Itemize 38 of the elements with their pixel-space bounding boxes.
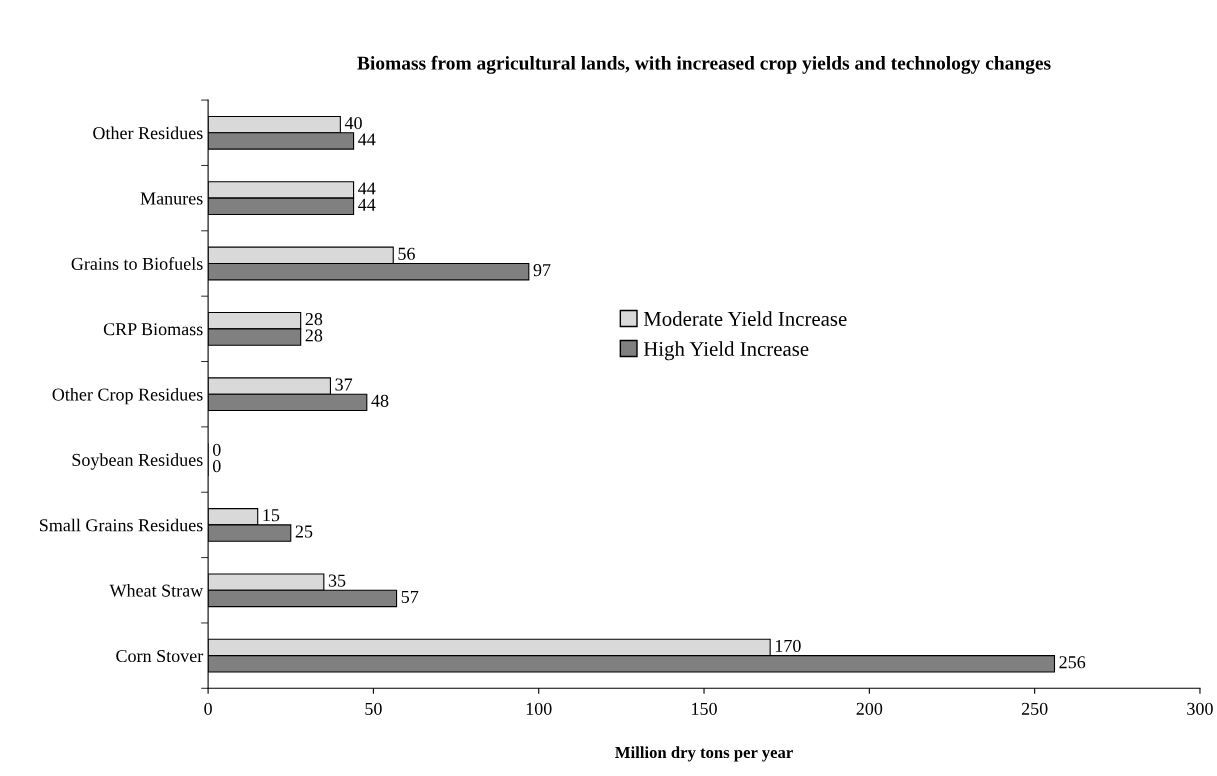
data-label: 40 — [344, 116, 362, 130]
chart-title: Biomass from agricultural lands, with increased crop yields and technology changes — [357, 55, 1051, 74]
data-label: 170 — [775, 639, 801, 652]
data-label: 28 — [305, 329, 323, 342]
y-tick-label: Manures — [140, 192, 203, 205]
x-tick-label: 250 — [1021, 702, 1048, 715]
data-label: 0 — [212, 460, 221, 473]
x-tick-label: 50 — [365, 702, 382, 715]
x-axis-title: Million dry tons per year — [615, 746, 793, 762]
data-label: 44 — [358, 133, 376, 146]
data-label: 44 — [358, 198, 376, 211]
data-label: 48 — [371, 394, 389, 407]
data-label: 57 — [401, 590, 419, 603]
legend-label: Moderate Yield Increase — [643, 311, 847, 326]
x-tick-label: 200 — [856, 702, 883, 715]
data-label: 56 — [398, 247, 415, 260]
data-label: 15 — [263, 509, 280, 522]
data-label: 35 — [328, 574, 346, 587]
y-tick-label: Wheat Straw — [109, 584, 204, 597]
data-label: 28 — [305, 313, 323, 326]
data-label: 0 — [212, 443, 221, 456]
x-tick-label: 100 — [526, 702, 552, 715]
legend-label: High Yield Increase — [643, 341, 809, 361]
data-label: 97 — [533, 264, 551, 277]
x-tick-label: 0 — [204, 702, 212, 715]
data-label: 44 — [358, 182, 376, 195]
y-tick-label: Other Residues — [93, 126, 203, 140]
x-tick-label: 300 — [1187, 702, 1213, 715]
y-tick-label: Soybean Residues — [72, 453, 203, 470]
data-label: 37 — [335, 378, 353, 391]
y-tick-label: Corn Stover — [116, 649, 204, 663]
x-tick-label: 150 — [692, 702, 717, 715]
data-label: 256 — [1059, 656, 1086, 669]
y-tick-label: Other Crop Residues — [52, 387, 203, 405]
y-tick-label: CRP Biomass — [103, 323, 203, 336]
y-tick-label: Small Grains Residues — [39, 518, 203, 532]
data-label: 25 — [295, 525, 313, 538]
y-tick-label: Grains to Biofuels — [71, 257, 203, 270]
